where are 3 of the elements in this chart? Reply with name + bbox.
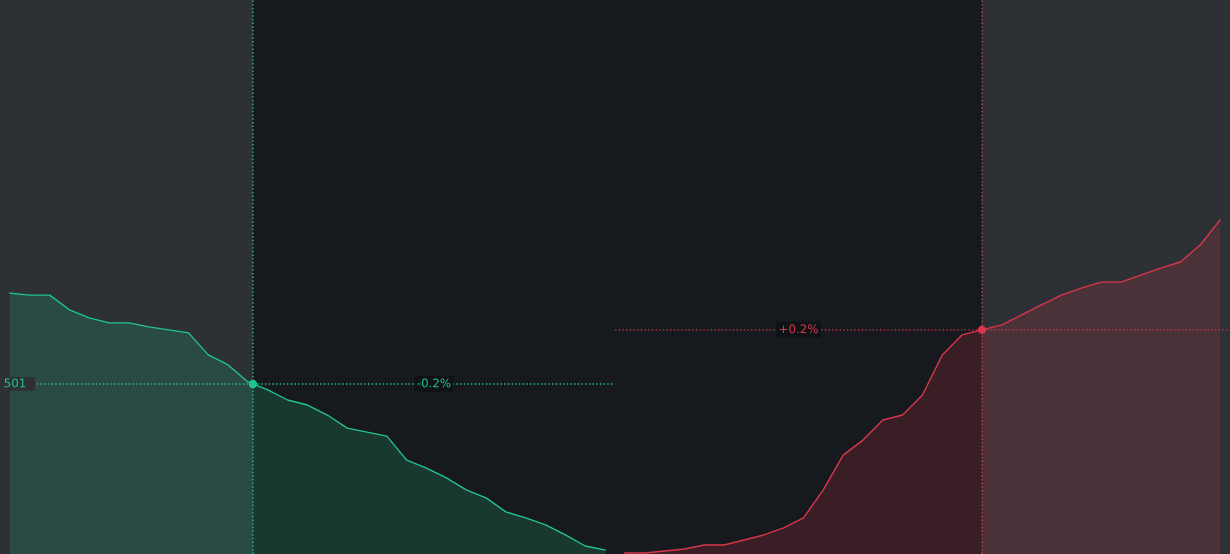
- annotation: 501: [4, 378, 26, 388]
- annotation: -0.2%: [417, 378, 451, 388]
- annotation: +0.2%: [779, 324, 818, 334]
